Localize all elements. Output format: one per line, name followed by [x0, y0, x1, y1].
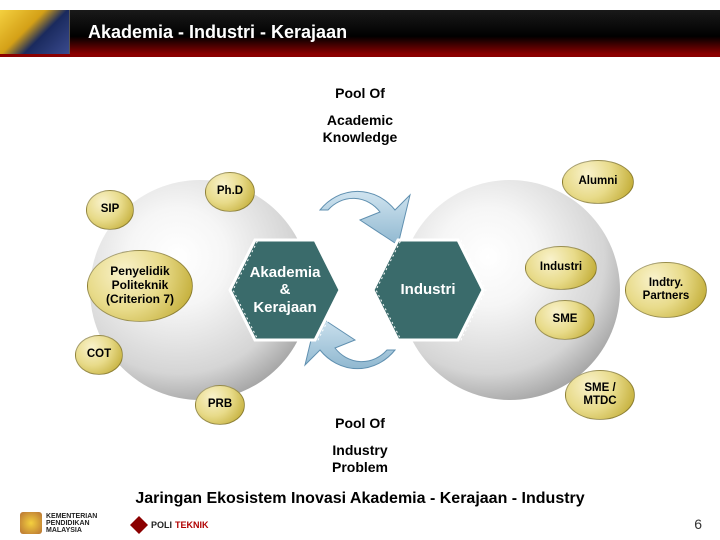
logo-poli-a: POLI	[151, 520, 172, 530]
hex-right-label: Industri	[401, 281, 456, 298]
hex-left-label: Akademia & Kerajaan	[250, 264, 321, 316]
node-indtry-partners: Indtry. Partners	[625, 262, 707, 318]
footer-caption: Jaringan Ekosistem Inovasi Akademia - Ke…	[0, 490, 720, 508]
academic-knowledge-label: Academic Knowledge	[300, 112, 420, 146]
hex-industri: Industri	[368, 235, 488, 345]
pool-of-top: Pool Of	[300, 85, 420, 101]
crest-icon	[20, 512, 42, 534]
node-penyelidik: Penyelidik Politeknik (Criterion 7)	[87, 250, 193, 322]
logo-politeknik: POLITEKNIK	[130, 516, 209, 534]
star-icon	[130, 516, 148, 534]
node-cot: COT	[75, 335, 123, 375]
logo-poli-b: TEKNIK	[175, 520, 209, 530]
hex-akademia: Akademia & Kerajaan	[225, 235, 345, 345]
node-sme: SME	[535, 300, 595, 340]
node-sip: SIP	[86, 190, 134, 230]
industry-problem-label: Industry Problem	[300, 442, 420, 476]
node-sme-mtdc: SME / MTDC	[565, 370, 635, 420]
node-industri: Industri	[525, 246, 597, 290]
pool-of-bottom: Pool Of	[300, 415, 420, 431]
node-alumni: Alumni	[562, 160, 634, 204]
node-phd: Ph.D	[205, 172, 255, 212]
node-prb: PRB	[195, 385, 245, 425]
page-title: Akademia - Industri - Kerajaan	[70, 22, 347, 43]
page-number: 6	[694, 516, 702, 532]
logo-kpm: KEMENTERIAN PENDIDIKAN MALAYSIA	[20, 512, 97, 534]
header-bar: Akademia - Industri - Kerajaan	[0, 10, 720, 54]
header-underline	[0, 54, 720, 57]
logo-kpm-text: KEMENTERIAN PENDIDIKAN MALAYSIA	[46, 513, 97, 534]
header-thumb	[0, 10, 70, 54]
